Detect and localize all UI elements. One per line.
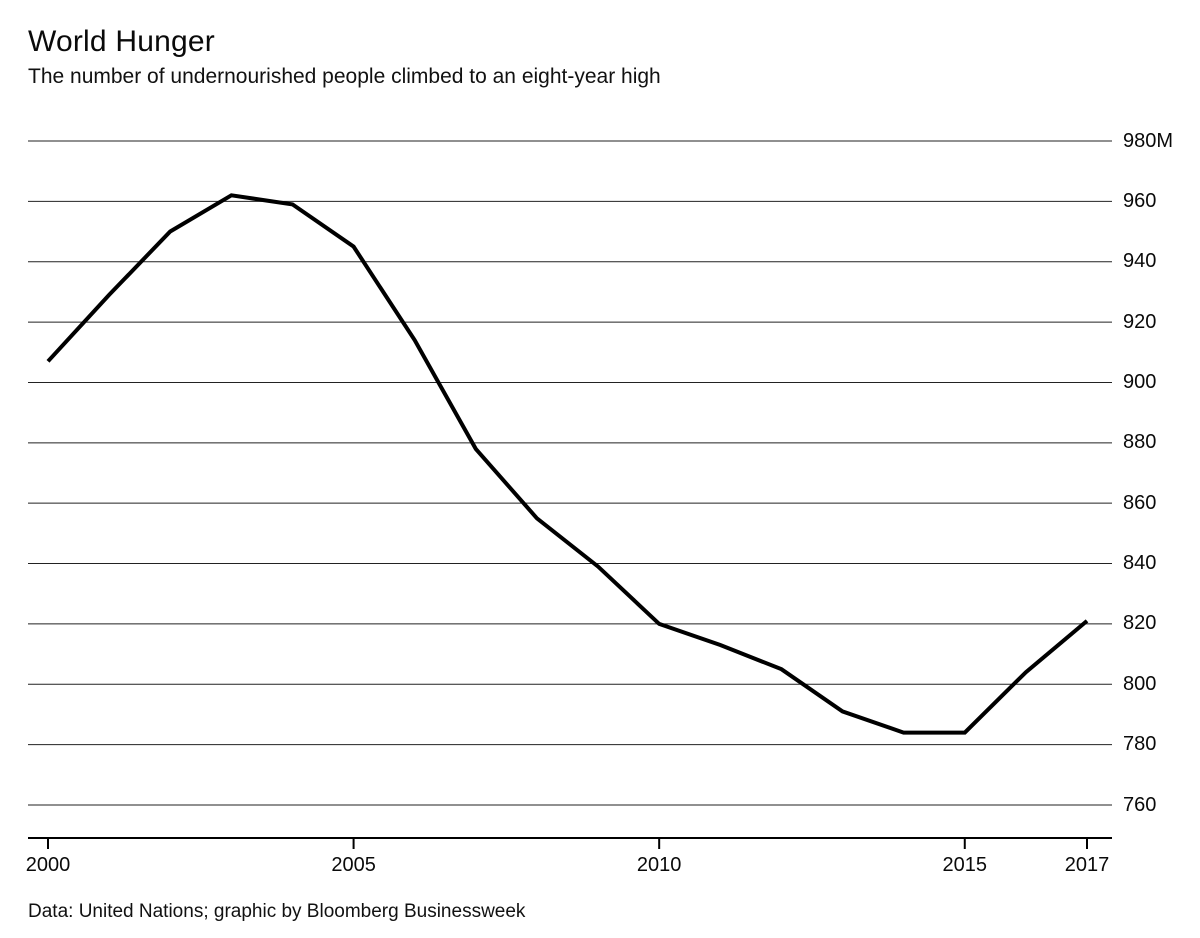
x-axis-tick-label: 2010	[636, 854, 682, 876]
y-axis-tick-label: 780	[1123, 733, 1157, 756]
x-axis-tick-label: 2005	[331, 854, 376, 876]
y-axis-tick-label: 880	[1123, 431, 1157, 454]
data-line-undernourished	[46, 193, 1089, 735]
y-axis-tick-label: 980M	[1123, 129, 1174, 152]
y-axis-tick-label: 840	[1123, 552, 1157, 575]
y-axis-tick-label: 820	[1123, 612, 1157, 635]
y-axis-tick-label: 860	[1123, 491, 1157, 514]
y-axis-tick-label: 940	[1123, 250, 1157, 273]
x-axis-tick-label: 2000	[25, 854, 71, 876]
y-axis-tick-label: 800	[1123, 672, 1157, 695]
y-axis-tick-label: 960	[1123, 189, 1157, 212]
x-axis-tick-label: 2017	[1064, 854, 1110, 876]
x-axis-tick-label: 2015	[942, 854, 988, 876]
y-axis-tick-label: 900	[1123, 370, 1157, 393]
chart-subtitle: The number of undernourished people clim…	[28, 65, 661, 88]
y-axis-tick-label: 760	[1123, 793, 1157, 816]
source-credit: Data: United Nations; graphic by Bloombe…	[28, 901, 526, 922]
y-axis-tick-label: 920	[1123, 310, 1157, 333]
chart-title: World Hunger	[28, 25, 215, 58]
